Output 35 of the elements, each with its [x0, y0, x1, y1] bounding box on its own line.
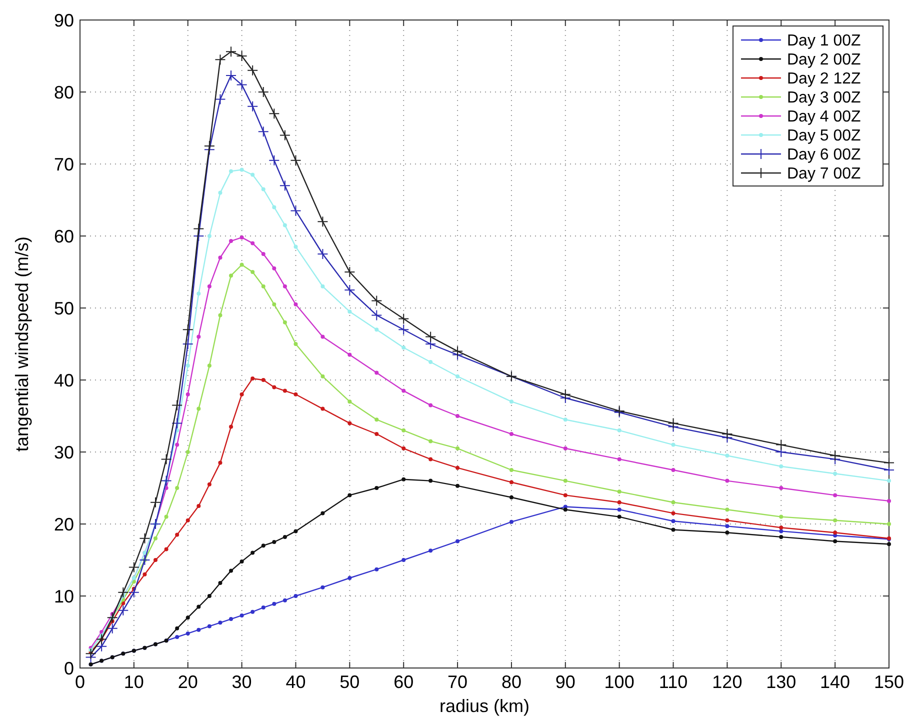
x-tick-label: 50: [340, 672, 360, 692]
y-tick-label: 10: [54, 586, 74, 606]
x-axis-title: radius (km): [439, 696, 530, 716]
x-tick-label: 20: [178, 672, 198, 692]
y-tick-label: 50: [54, 298, 74, 318]
x-tick-label: 30: [232, 672, 252, 692]
legend-label: Day 4 00Z: [787, 108, 862, 126]
y-tick-label: 40: [54, 370, 74, 390]
y-tick-label: 20: [54, 514, 74, 534]
y-tick-label: 0: [64, 658, 74, 678]
x-tick-label: 60: [394, 672, 414, 692]
legend-label: Day 7 00Z: [787, 166, 862, 183]
y-tick-label: 80: [54, 82, 74, 102]
x-tick-label: 100: [604, 672, 634, 692]
x-tick-label: 90: [555, 672, 576, 692]
legend-label: Day 2 00Z: [787, 52, 862, 69]
y-tick-label: 30: [54, 442, 74, 462]
legend-label: Day 2 12Z: [787, 70, 862, 88]
y-tick-label: 90: [54, 10, 74, 30]
x-tick-label: 40: [286, 672, 306, 692]
legend-label: Day 6 00Z: [787, 146, 862, 164]
x-tick-label: 150: [874, 672, 904, 692]
y-axis-title: tangential windspeed (m/s): [12, 236, 32, 452]
x-tick-label: 70: [448, 672, 468, 692]
legend-label: Day 1 00Z: [787, 32, 862, 50]
y-tick-label: 60: [54, 226, 74, 246]
legend-label: Day 3 00Z: [787, 90, 862, 107]
x-tick-label: 80: [501, 672, 522, 692]
x-tick-label: 110: [658, 672, 688, 692]
legend-label: Day 5 00Z: [787, 128, 862, 145]
y-tick-label: 70: [54, 154, 74, 174]
x-tick-label: 140: [820, 672, 850, 692]
x-tick-label: 130: [766, 672, 796, 692]
x-tick-label: 10: [124, 672, 144, 692]
x-tick-label: 120: [712, 672, 742, 692]
